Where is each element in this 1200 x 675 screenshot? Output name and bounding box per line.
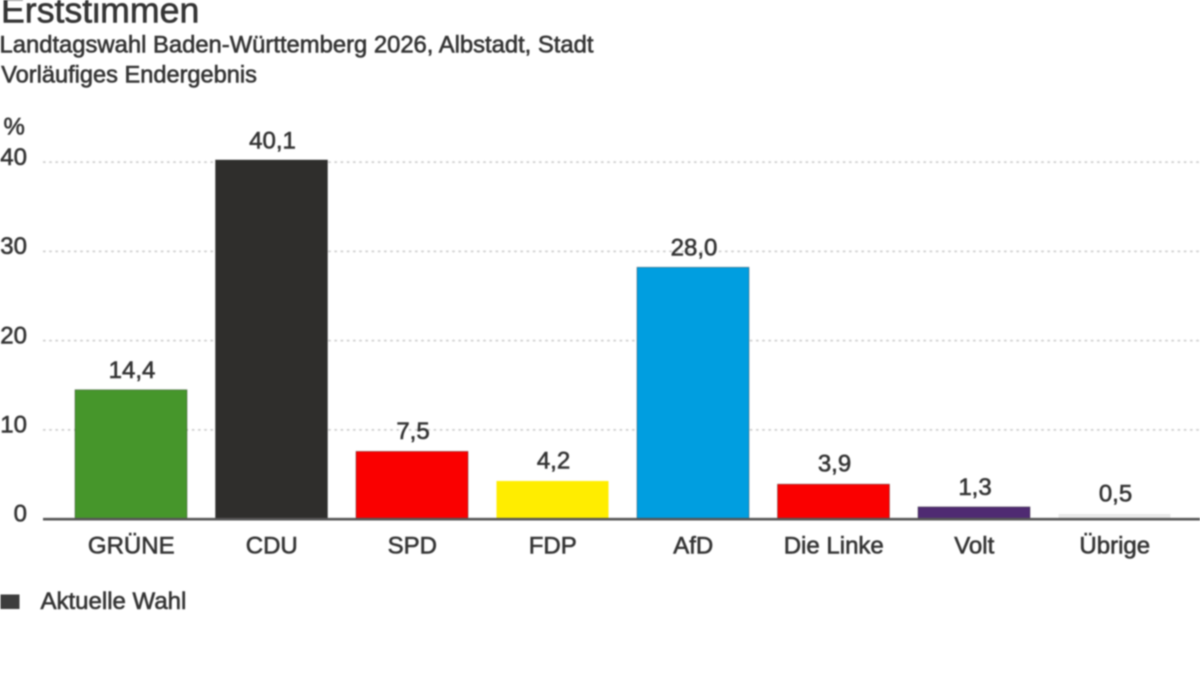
svg-text:Volt: Volt (954, 533, 994, 560)
svg-text:Die Linke: Die Linke (784, 533, 884, 560)
svg-text:Vorläufiges Endergebnis: Vorläufiges Endergebnis (1, 62, 257, 88)
svg-text:40,1: 40,1 (249, 127, 296, 154)
svg-text:7,5: 7,5 (396, 418, 429, 445)
svg-text:CDU: CDU (246, 533, 298, 560)
svg-text:Landtagswahl Baden-Württemberg: Landtagswahl Baden-Württemberg 2026, Alb… (0, 32, 594, 59)
svg-text:20: 20 (0, 322, 27, 349)
svg-text:3,9: 3,9 (818, 451, 851, 478)
svg-text:14,4: 14,4 (109, 357, 156, 384)
svg-text:40: 40 (0, 144, 27, 171)
svg-text:SPD: SPD (388, 533, 437, 560)
svg-text:AfD: AfD (673, 533, 713, 560)
svg-text:GRÜNE: GRÜNE (88, 533, 175, 560)
svg-text:30: 30 (0, 233, 27, 260)
svg-text:Erststimmen: Erststimmen (1, 0, 199, 31)
svg-text:0,5: 0,5 (1099, 481, 1132, 508)
svg-text:10: 10 (0, 411, 27, 438)
svg-text:%: % (4, 114, 25, 141)
svg-text:Übrige: Übrige (1079, 533, 1150, 560)
svg-text:FDP: FDP (529, 533, 577, 560)
svg-text:0: 0 (14, 500, 27, 527)
svg-text:28,0: 28,0 (671, 234, 718, 261)
svg-text:Aktuelle Wahl: Aktuelle Wahl (41, 588, 187, 615)
svg-text:1,3: 1,3 (958, 474, 991, 501)
svg-text:4,2: 4,2 (537, 448, 570, 475)
